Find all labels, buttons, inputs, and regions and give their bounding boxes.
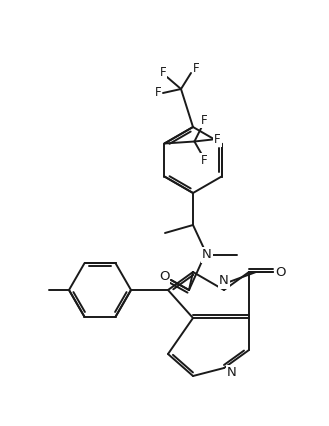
Text: F: F: [201, 114, 208, 127]
Text: F: F: [201, 154, 208, 167]
Text: O: O: [159, 270, 169, 282]
Text: F: F: [214, 133, 221, 146]
Text: F: F: [160, 66, 166, 80]
Text: N: N: [219, 274, 229, 288]
Text: O: O: [276, 265, 286, 279]
Text: F: F: [193, 63, 199, 75]
Text: F: F: [155, 86, 161, 100]
Text: N: N: [227, 366, 237, 380]
Text: N: N: [202, 248, 212, 262]
